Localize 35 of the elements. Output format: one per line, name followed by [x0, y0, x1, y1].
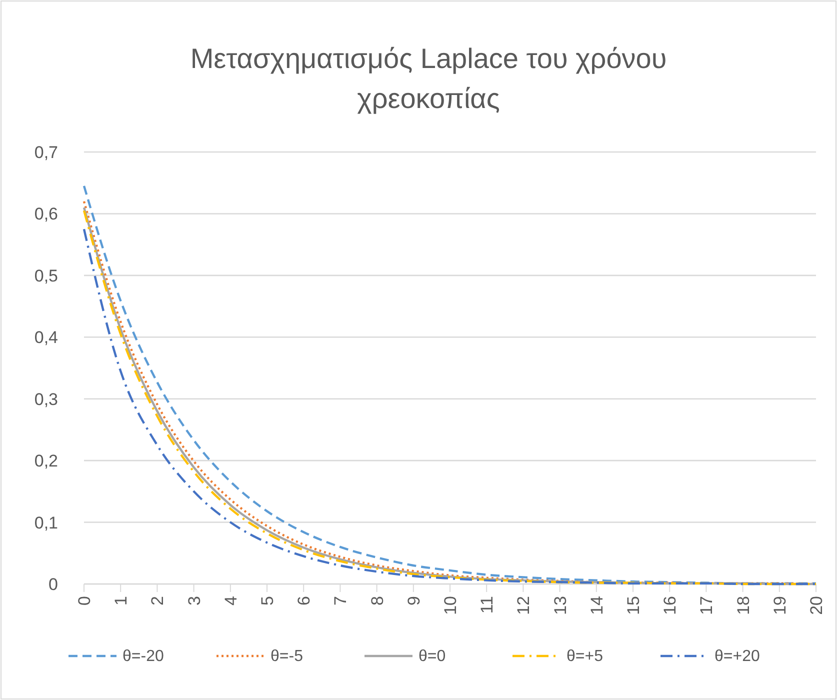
x-tick-label: 12 — [514, 596, 534, 615]
x-tick-label: 0 — [75, 596, 94, 606]
x-tick-label: 6 — [294, 596, 314, 606]
legend-label: θ=-5 — [270, 648, 304, 665]
y-tick-label: 0,1 — [34, 513, 58, 532]
legend-label: θ=+5 — [566, 648, 604, 665]
x-tick-label: 5 — [258, 596, 277, 606]
x-tick-label: 14 — [587, 596, 606, 615]
x-tick-label: 8 — [368, 596, 387, 606]
x-tick-label: 2 — [148, 596, 168, 606]
x-tick-label: 1 — [112, 596, 131, 606]
x-tick-label: 4 — [221, 596, 240, 606]
y-tick-label: 0,2 — [34, 452, 58, 471]
x-tick-label: 7 — [331, 596, 350, 606]
legend-label: θ=0 — [418, 648, 446, 665]
x-tick-label: 3 — [184, 596, 204, 606]
y-tick-label: 0,5 — [34, 266, 58, 286]
legend-label: θ=-20 — [122, 648, 164, 665]
x-tick-label: 19 — [770, 596, 790, 615]
legend-label: θ=+20 — [714, 648, 760, 665]
x-tick-label: 17 — [697, 596, 716, 615]
x-tick-label: 9 — [404, 596, 424, 606]
x-tick-label: 20 — [807, 596, 826, 615]
y-tick-label: 0 — [48, 575, 58, 594]
y-tick-label: 0,4 — [34, 328, 58, 348]
x-tick-label: 10 — [441, 596, 460, 615]
chart-title: Μετασχηματισμός Laplace του χρόνου χρεοκοπίας — [190, 43, 667, 114]
x-tick-label: 18 — [734, 596, 753, 615]
x-tick-label: 16 — [660, 596, 680, 615]
x-tick-label: 15 — [624, 596, 643, 615]
x-tick-label: 11 — [478, 596, 497, 614]
y-tick-label: 0,7 — [34, 143, 58, 162]
x-tick-label: 13 — [550, 596, 570, 615]
y-tick-label: 0,6 — [34, 204, 58, 224]
y-tick-label: 0,3 — [34, 390, 58, 409]
